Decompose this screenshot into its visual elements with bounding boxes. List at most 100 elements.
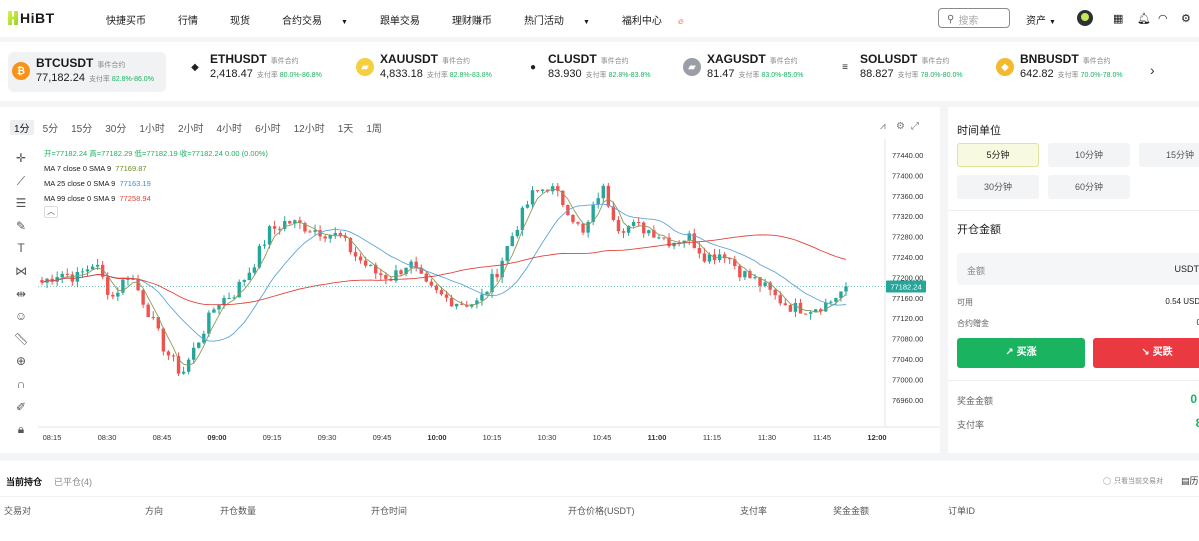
timeframe-1周[interactable]: 1周 [366,124,382,135]
timeframe-tabs: 1分 5分 15分 30分 1小时 2小时 4小时 6小时 12小时 1天 1周 [10,120,395,135]
positions-tab[interactable]: 当前持仓 [6,477,43,487]
candle-body [803,313,808,315]
y-tick-label: 77200.00 [892,273,923,282]
ruler-icon[interactable]: 📏︎ [13,331,29,346]
horizontal-lines-icon[interactable]: ☰ [15,196,27,211]
amount-input[interactable]: 金额 USDT [957,253,1199,285]
candle-body [323,236,327,239]
limit-row: 合约赠金 0 [957,318,1199,329]
ticker-btcusdt[interactable]: ₿ BTCUSDT 事件合约 77,182.24 支付率 82.8%-86.0% [8,52,166,92]
buy-down-button[interactable]: ↘ 买跌 [1093,338,1199,368]
time-unit-option[interactable]: 5分钟 [957,143,1039,167]
brush-icon[interactable]: ✎ [15,218,27,233]
coin-icon: ● [524,58,542,76]
buy-up-button[interactable]: ↗ 买涨 [957,338,1085,368]
text-icon[interactable]: T [17,241,25,256]
nav-item-label: 现货 [230,16,250,27]
magnet-icon[interactable]: ∩ [16,376,26,391]
qrcode-icon[interactable]: ▦ [1113,13,1124,25]
history-button[interactable]: ▤历 [1181,474,1199,487]
ticker-xauusdt[interactable]: ▰ XAUUSDT 事件合约 4,833.18 支付率 82.8%-83.8% [356,52,492,92]
timeframe-1小时[interactable]: 1小时 [139,124,165,135]
nav-item-6[interactable]: 热门活动 ▼ [524,12,606,27]
ticker-info: XAUUSDT 事件合约 4,833.18 支付率 82.8%-83.8% [380,52,492,80]
nav-item-label: 跟单交易 [379,16,420,27]
ma25-value: 77163.19 [119,179,151,188]
ticker-solusdt[interactable]: ≡ SOLUSDT 事件合约 88.827 支付率 78.0%-80.0% [836,52,963,92]
chevron-right-icon[interactable]: › [1150,62,1155,78]
time-unit-option[interactable]: 60分钟 [1048,175,1130,199]
emoji-icon[interactable]: ☺ [14,309,28,324]
timeframe-1分[interactable]: 1分 [10,120,34,135]
lock-drawing-icon[interactable]: ✐ [15,399,27,414]
ticker-symbol: SOLUSDT 事件合约 [860,52,950,66]
candlestick-chart[interactable]: 77440.00 77400.00 77360.00 77320.00 77280.00… [0,107,940,453]
timeframe-30分[interactable]: 30分 [105,124,127,135]
avatar[interactable] [1077,10,1093,26]
ticker-price-row: 642.82 支付率 70.0%-78.0% [1020,68,1123,80]
assets-menu[interactable]: 资产 ▼ [1026,12,1056,27]
nav-item-7[interactable]: 福利中心 🔥︎ [622,12,700,27]
collapse-legend-icon[interactable]: ︿ [44,206,58,218]
search-input[interactable]: ⚲ 搜索 [938,8,1010,28]
timeframe-12小时[interactable]: 12小时 [293,124,325,135]
ma99-label: MA 99 close 0 SMA 9 [44,194,116,203]
nav-item-label: 理财赚币 [451,16,492,27]
trendline-icon[interactable]: ⟋ [16,173,26,188]
crosshair-icon[interactable]: ✛ [15,151,27,165]
timeframe-4小时[interactable]: 4小时 [216,124,243,135]
timeframe-15分[interactable]: 15分 [71,124,93,135]
candle-body [146,304,150,318]
timeframe-5分[interactable]: 5分 [42,124,59,135]
fullscreen-icon[interactable]: ⤢ [911,121,919,132]
positions-panel: 当前持仓 已平仓(4) 只看当前交易对 ▤历 交易对 方向 开仓数量 开仓时间 开仓价格(… [0,461,1199,541]
ticker-xagusdt[interactable]: ▰ XAGUSDT 事件合约 81.47 支付率 83.0%-85.0% [683,52,804,92]
ticker-ethusdt[interactable]: ◆ ETHUSDT 事件合约 2,418.47 支付率 80.0%-86.8% [186,52,322,92]
amount-title: 开仓金额 [957,224,1001,236]
candle-body [672,242,676,247]
headset-icon[interactable]: ◠ [1158,13,1168,25]
candle-body [631,222,636,226]
positions-tab[interactable]: 已平仓(4) [54,477,93,487]
candle-body [171,355,176,357]
ticker-symbol: BNBUSDT 事件合约 [1020,52,1111,66]
chart-settings-icon[interactable]: ⚙ [896,121,905,132]
ohlc-text: 开=77182.24 高=77182.29 低=77182.19 收=77182… [44,149,268,158]
bell-icon[interactable]: 🔔︎ [1137,13,1151,25]
timeframe-2小时[interactable]: 2小时 [177,124,204,135]
ma25-legend: MA 25 close 0 SMA 9 77163.19 [44,176,268,191]
ticker-bnbusdt[interactable]: ◆ BNBUSDT 事件合约 642.82 支付率 70.0%-78.0% [996,52,1123,92]
time-unit-option[interactable]: 10分钟 [1048,143,1130,167]
timeframe-6小时[interactable]: 6小时 [255,124,281,135]
candle-body [161,328,166,352]
settings-icon[interactable]: ⚙ [1181,13,1191,25]
ticker-info: CLUSDT 事件合约 83.930 支付率 82.8%-83.8% [548,52,651,80]
nav-item-0[interactable]: 快捷买币 [106,12,162,27]
time-unit-option[interactable]: 15分钟 [1139,143,1199,167]
current-pair-filter[interactable]: 只看当前交易对 [1103,476,1163,486]
candle-body [197,342,201,348]
timeframe-1天[interactable]: 1天 [337,124,354,135]
nav-item-1[interactable]: 行情 [178,12,214,27]
divider [0,496,1199,497]
logo[interactable]: HiBT [8,10,55,26]
candle-body [303,223,307,232]
pattern-icon[interactable]: ⋈ [15,263,27,278]
candle-body [166,351,171,356]
payout-value: 82 [1195,416,1199,430]
nav-item-4[interactable]: 跟单交易 [380,12,436,27]
nav-item-2[interactable]: 现货 [230,12,266,27]
time-unit-option[interactable]: 30分钟 [957,175,1039,199]
indicator-icon[interactable]: ⩘ [880,121,886,132]
ticker-rate-label: 支付率 82.8%-83.8% [426,72,492,79]
candle-body [293,220,297,224]
candle-body [65,273,69,275]
measure-icon[interactable]: ⇹ [15,286,27,301]
lock-icon[interactable]: 🔒︎ [17,422,25,437]
payout-label: 支付率 [957,420,985,430]
zoom-in-icon[interactable]: ⊕ [15,354,27,369]
nav-item-5[interactable]: 理财赚币 [452,12,508,27]
nav-item-3[interactable]: 合约交易 ▼ [282,12,364,27]
ticker-price-row: 81.47 支付率 83.0%-85.0% [707,68,804,80]
ticker-clusdt[interactable]: ● CLUSDT 事件合约 83.930 支付率 82.8%-83.8% [524,52,651,92]
